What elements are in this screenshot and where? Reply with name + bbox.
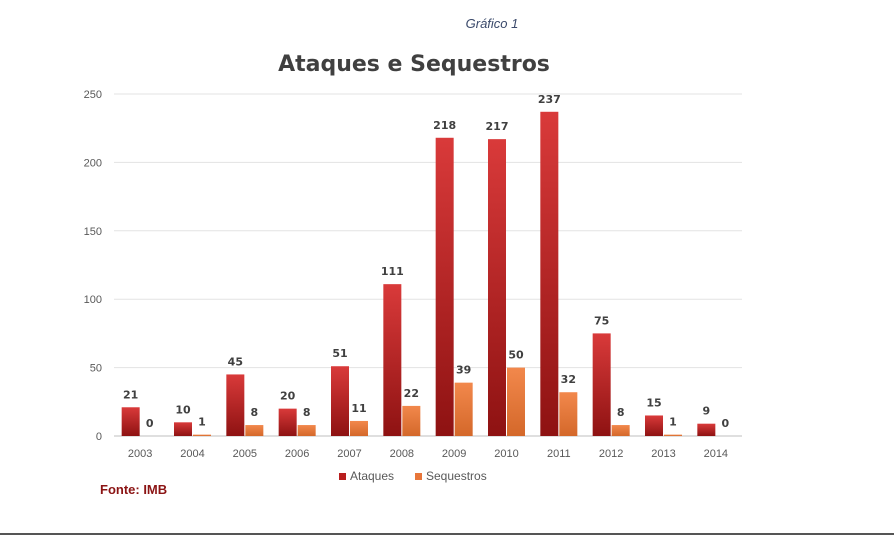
chart-title: Ataques e Sequestros [278,52,550,77]
data-label-sequestros: 8 [251,406,259,419]
divider [0,533,894,535]
bar-sequestros [350,420,368,436]
y-tick-label: 0 [96,431,102,443]
x-tick-label: 2004 [180,448,204,460]
legend-label: Ataques [350,469,394,483]
bar-sequestros [402,405,421,436]
data-label-ataques: 21 [123,388,138,401]
y-tick-label: 200 [84,157,102,169]
data-label-ataques: 75 [594,314,609,327]
bar-sequestros [297,425,316,436]
data-label-sequestros: 0 [146,417,154,430]
data-label-ataques: 15 [646,396,661,409]
x-tick-label: 2011 [547,448,571,460]
data-label-ataques: 111 [381,265,404,278]
y-tick-label: 50 [90,363,102,375]
x-tick-label: 2014 [704,448,728,460]
bar-sequestros [193,434,211,436]
source-note: Fonte: IMB [100,482,168,497]
bar-ataques [488,139,506,437]
bar-sequestros [611,425,630,436]
bar-sequestros [559,392,578,436]
data-label-ataques: 20 [280,390,296,403]
bar-sequestros [245,425,264,436]
data-label-ataques: 51 [332,347,347,360]
x-tick-label: 2006 [285,448,309,460]
x-tick-label: 2008 [390,448,414,460]
bar-sequestros [507,367,525,436]
data-label-ataques: 237 [538,93,561,106]
bar-ataques [121,407,140,436]
data-label-sequestros: 32 [561,373,576,386]
bar-ataques [697,423,716,436]
bar-ataques [540,111,559,436]
bar-sequestros [454,382,473,436]
y-tick-label: 100 [84,294,102,306]
data-label-ataques: 10 [175,403,191,416]
data-label-ataques: 217 [486,120,509,133]
bar-sequestros [664,434,682,436]
data-label-sequestros: 1 [198,416,206,429]
data-label-ataques: 45 [228,355,243,368]
y-tick-label: 250 [84,89,102,101]
data-label-sequestros: 1 [669,416,677,429]
data-label-sequestros: 0 [722,417,730,430]
data-label-sequestros: 50 [508,349,524,362]
x-tick-label: 2005 [233,448,257,460]
x-tick-label: 2013 [651,448,675,460]
data-label-sequestros: 11 [351,402,366,415]
legend-label: Sequestros [426,469,487,483]
bar-ataques [592,333,611,436]
x-tick-label: 2010 [494,448,518,460]
figure-caption: Gráfico 1 [465,16,519,31]
bar-ataques [278,408,297,436]
legend-swatch [339,473,346,480]
x-tick-label: 2012 [599,448,623,460]
bar-ataques [435,137,454,436]
y-tick-label: 150 [84,226,102,238]
data-label-sequestros: 39 [456,364,471,377]
x-tick-label: 2007 [337,448,361,460]
data-label-sequestros: 22 [404,387,419,400]
x-tick-label: 2003 [128,448,152,460]
data-label-sequestros: 8 [617,406,625,419]
data-label-ataques: 9 [703,405,711,418]
bar-ataques [383,284,402,436]
data-label-sequestros: 8 [303,406,311,419]
x-tick-label: 2009 [442,448,466,460]
bar-ataques [174,422,192,436]
bar-ataques [331,366,349,436]
data-label-ataques: 218 [433,119,456,132]
legend-swatch [415,473,422,480]
bar-ataques [645,415,663,436]
bar-ataques [226,374,245,436]
